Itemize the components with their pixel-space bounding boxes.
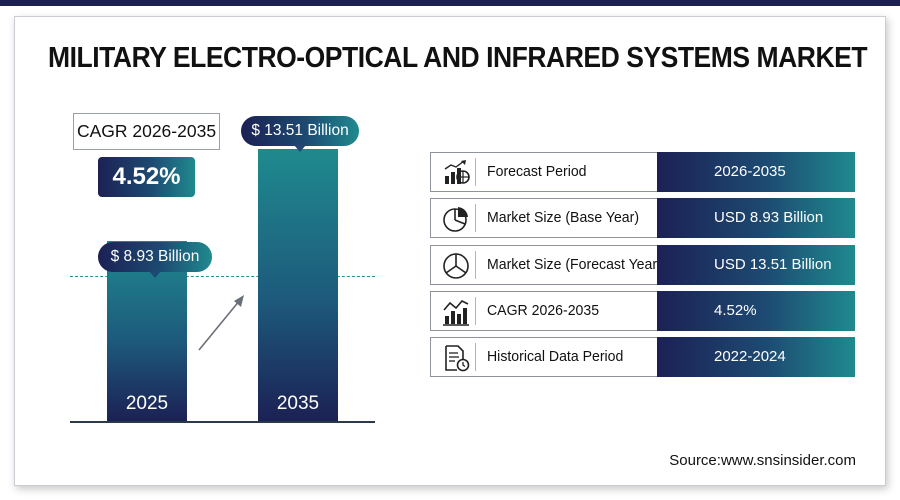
row-label: CAGR 2026-2035 [487,302,600,319]
data-label-2035: $ 13.51 Billion [241,116,359,152]
row-value: USD 13.51 Billion [657,245,855,285]
table-row-market-size-forecast-year: Market Size (Forecast Year) USD 13.51 Bi… [430,245,855,285]
chart-baseline [70,421,375,423]
table-row-historical-data-period: Historical Data Period 2022-2024 [430,337,855,377]
row-label: Forecast Period [487,163,587,180]
row-label-cell: Market Size (Forecast Year) [430,245,662,285]
growth-arrow-icon [198,295,244,351]
bar-category-label-2025: 2025 [125,393,169,414]
source-credit: Source:www.snsinsider.com [669,452,856,469]
row-value: 4.52% [657,291,855,331]
row-label-cell: Historical Data Period [430,337,658,377]
table-row-market-size-base-year: Market Size (Base Year) USD 8.93 Billion [430,198,855,238]
row-separator [475,158,476,186]
bar-category-label-2035: 2035 [276,393,320,414]
table-row-cagr: CAGR 2026-2035 4.52% [430,291,855,331]
bar-2035: 2035 [258,149,338,421]
pie-chart-segments-icon [443,253,469,279]
row-separator [475,343,476,371]
row-value: 2026-2035 [657,152,855,192]
document-clock-icon [445,345,470,372]
cagr-value: 4.52% [98,157,195,197]
row-separator [475,251,476,279]
row-value: 2022-2024 [657,337,855,377]
row-label: Market Size (Forecast Year) [487,256,662,273]
bar-chart-trend-icon [443,300,469,326]
top-accent-bar [0,0,900,6]
row-label-cell: CAGR 2026-2035 [430,291,658,331]
row-separator [475,297,476,325]
pie-chart-icon [443,207,468,232]
row-label-cell: Market Size (Base Year) [430,198,658,238]
cagr-label: CAGR 2026-2035 [73,113,220,150]
row-label-cell: Forecast Period [430,152,658,192]
reference-dashed-line [70,276,375,277]
table-row-forecast-period: Forecast Period 2026-2035 [430,152,855,192]
page-title: MILITARY ELECTRO-OPTICAL AND INFRARED SY… [48,42,868,74]
row-label: Historical Data Period [487,348,624,365]
row-label: Market Size (Base Year) [487,209,640,226]
chart-growth-icon [444,160,470,184]
row-separator [475,204,476,232]
row-value: USD 8.93 Billion [657,198,855,238]
data-label-2025: $ 8.93 Billion [98,242,212,278]
